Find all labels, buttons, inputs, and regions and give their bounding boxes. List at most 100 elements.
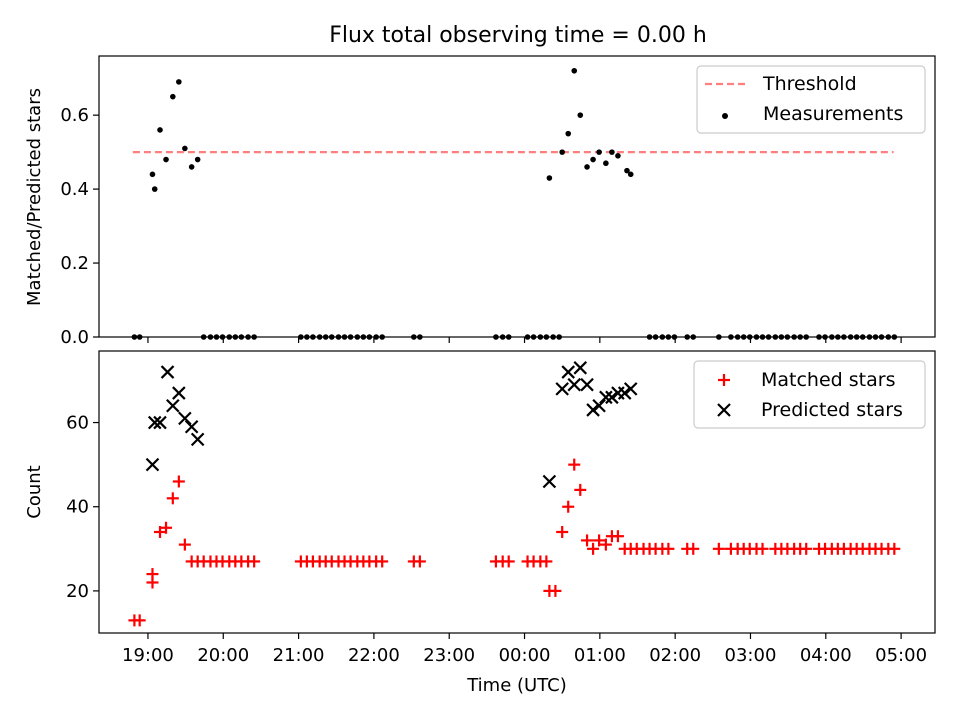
predicted-stars-point xyxy=(178,411,192,426)
measurement-point xyxy=(571,67,578,74)
predicted-stars-point xyxy=(586,403,600,417)
matched-stars-point xyxy=(756,542,769,555)
measurement-point xyxy=(149,171,156,178)
matched-stars-point xyxy=(587,542,600,555)
predicted-stars-point xyxy=(542,474,557,489)
matched-stars-point xyxy=(599,538,612,551)
y-tick-label: 20 xyxy=(66,581,89,602)
chart-title: Flux total observing time = 0.00 h xyxy=(329,23,707,48)
measurement-point xyxy=(609,149,615,155)
bottom-y-axis-label: Count xyxy=(24,465,45,518)
x-tick-label: 04:00 xyxy=(800,645,852,666)
predicted-stars-point xyxy=(611,386,625,400)
predicted-stars-point xyxy=(599,390,613,405)
bottom-panel-marks xyxy=(128,361,901,627)
predicted-stars-point xyxy=(573,361,588,375)
measurement-point xyxy=(176,79,182,85)
x-tick-label: 21:00 xyxy=(273,645,325,666)
bottom-panel-ticks: 20 40 60 19:00 20:00 21:00 22:00 23:00 00:00 01:0… xyxy=(66,413,927,666)
matched-stars-point xyxy=(687,542,700,555)
predicted-stars-point xyxy=(623,382,638,396)
measurement-point xyxy=(615,153,621,159)
measurement-point xyxy=(565,130,572,137)
x-tick-label: 23:00 xyxy=(423,645,475,666)
y-tick-label: 0.4 xyxy=(60,179,89,200)
x-tick-label: 03:00 xyxy=(725,645,777,666)
measurement-point xyxy=(596,149,602,155)
bottom-legend-box xyxy=(693,360,926,429)
measurement-point xyxy=(590,156,596,163)
predicted-stars-point xyxy=(160,365,175,379)
predicted-stars-point xyxy=(145,457,160,472)
x-tick-label: 20:00 xyxy=(197,645,249,666)
matched-stars-point xyxy=(562,500,575,513)
predicted-stars-point xyxy=(555,382,569,396)
measurement-point xyxy=(188,164,195,170)
measurement-point xyxy=(170,93,176,100)
matched-stars-point xyxy=(712,542,725,555)
matched-stars-point xyxy=(248,555,261,568)
predicted-stars-point xyxy=(592,398,606,413)
bottom-panel-frame xyxy=(98,350,936,634)
matched-stars-point xyxy=(376,555,389,568)
measurement-point xyxy=(603,160,609,167)
top-y-axis-label: Matched/Predicted stars xyxy=(24,88,45,306)
matched-stars-point xyxy=(574,483,587,496)
legend-threshold-label: Threshold xyxy=(762,73,857,95)
matched-stars-point xyxy=(160,521,173,534)
legend-predicted-swatch xyxy=(717,403,731,417)
x-axis-label: Time (UTC) xyxy=(466,675,567,696)
predicted-stars-point xyxy=(567,377,582,392)
predicted-stars-point xyxy=(580,377,594,392)
measurement-point xyxy=(194,156,201,163)
top-panel-frame xyxy=(98,55,936,338)
measurement-point xyxy=(157,127,163,133)
x-tick-label: 00:00 xyxy=(499,645,551,666)
matched-stars-point xyxy=(172,475,185,488)
bottom-panel: 20 40 60 19:00 20:00 21:00 22:00 23:00 00:00 01:0… xyxy=(24,350,936,696)
predicted-stars-point xyxy=(190,432,205,447)
matched-stars-point xyxy=(154,525,167,538)
legend-predicted-label: Predicted stars xyxy=(761,399,903,421)
legend-measurements-swatch xyxy=(722,113,728,119)
x-tick-label: 22:00 xyxy=(348,645,400,666)
y-tick-label: 0.2 xyxy=(60,253,89,274)
measurement-point xyxy=(163,156,169,163)
measurement-point xyxy=(624,167,630,174)
matched-stars-point xyxy=(593,534,606,547)
measurement-point xyxy=(577,112,584,118)
predicted-stars-point xyxy=(166,398,180,413)
top-panel-ticks: 0.0 0.2 0.4 0.6 xyxy=(60,105,902,348)
matched-stars-point xyxy=(540,555,553,568)
matched-stars-point xyxy=(166,492,179,505)
predicted-stars-point xyxy=(605,390,619,405)
measurement-point xyxy=(584,164,590,170)
predicted-stars-point xyxy=(561,365,575,379)
legend-measurements-label: Measurements xyxy=(763,103,903,125)
y-tick-label: 0.6 xyxy=(60,105,89,126)
legend-matched-swatch xyxy=(718,374,730,386)
measurement-point xyxy=(559,149,565,155)
measurement-point xyxy=(627,171,634,178)
legend-matched-label: Matched stars xyxy=(761,369,895,391)
matched-stars-point xyxy=(413,555,426,568)
matched-stars-point xyxy=(146,576,159,589)
predicted-stars-point xyxy=(617,386,632,400)
matched-stars-point xyxy=(502,555,515,568)
matched-stars-point xyxy=(800,542,813,555)
x-tick-label: 05:00 xyxy=(875,645,927,666)
predicted-stars-point xyxy=(147,415,162,430)
matched-stars-point xyxy=(556,525,569,538)
top-panel: 0.0 0.2 0.4 0.6 Matched/Predicted stars Thr… xyxy=(24,55,936,348)
measurement-point xyxy=(182,145,188,152)
matched-stars-point xyxy=(581,534,594,547)
matched-stars-point xyxy=(178,538,191,551)
x-tick-label: 02:00 xyxy=(649,645,701,666)
y-tick-label: 0.0 xyxy=(60,327,89,348)
matched-stars-point xyxy=(549,584,562,597)
y-tick-label: 60 xyxy=(66,413,89,434)
top-legend-box xyxy=(696,65,926,134)
predicted-stars-point xyxy=(184,419,199,434)
bottom-legend: Matched stars Predicted stars xyxy=(693,360,926,429)
